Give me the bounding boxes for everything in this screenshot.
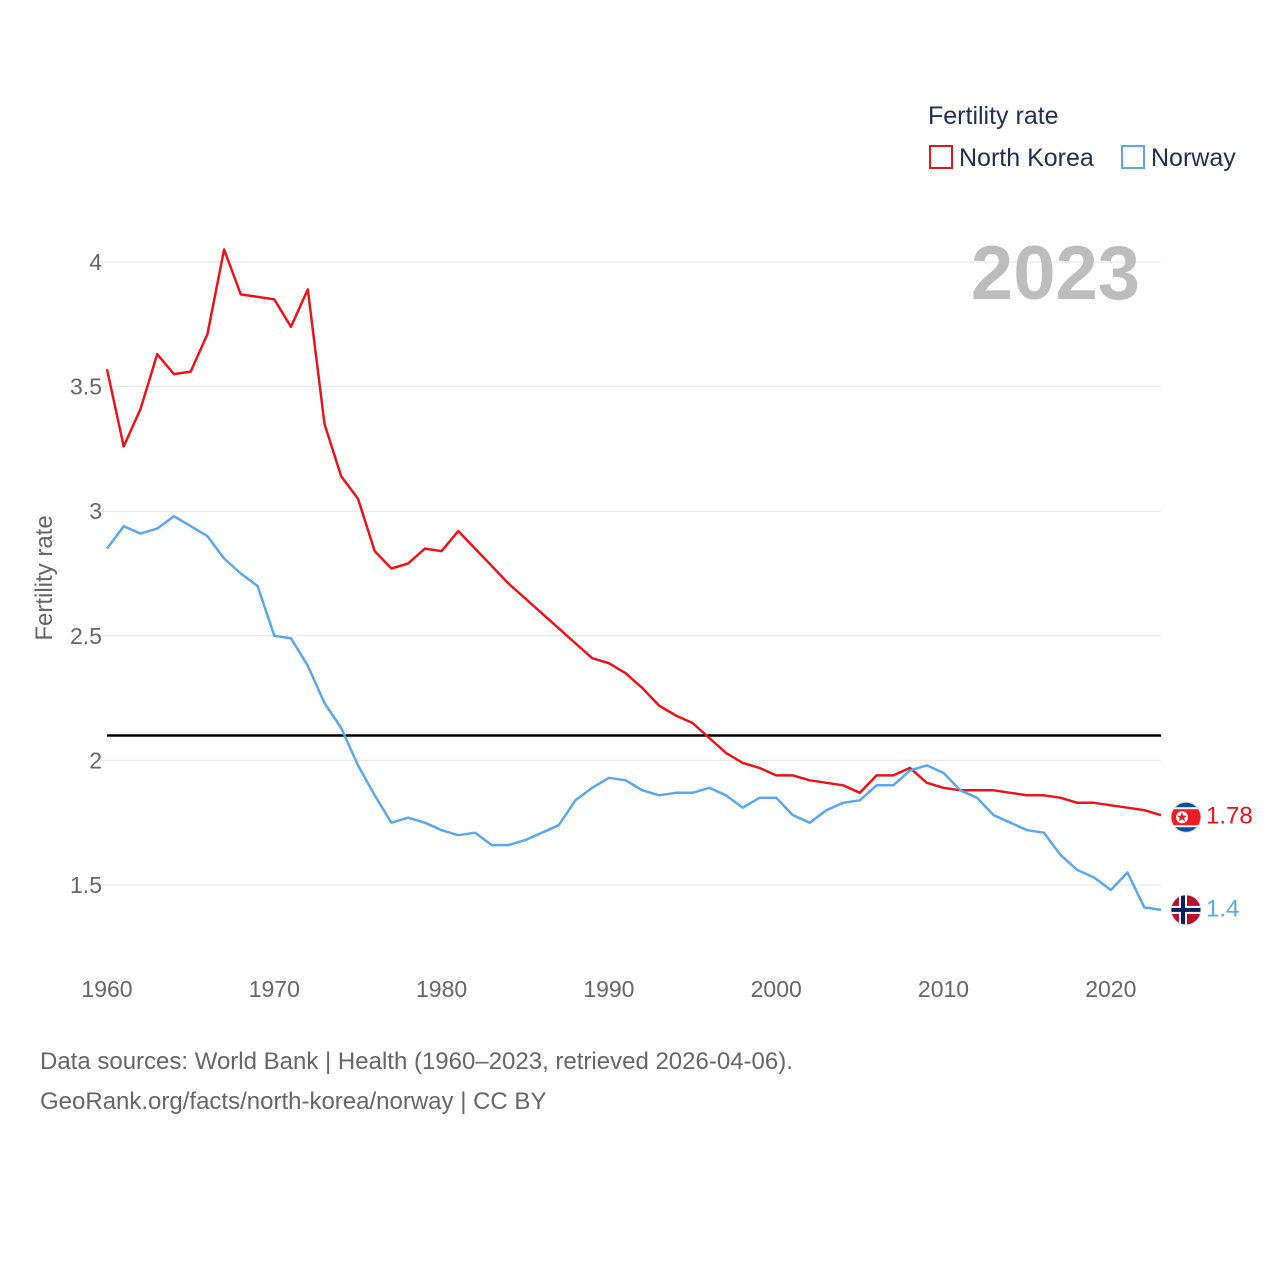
attribution-link[interactable]: GeoRank.org/facts/north-korea/norway | C… [40,1088,547,1115]
data-sources-text: Data sources: World Bank | Health (1960–… [40,1048,793,1075]
y-tick-label: 3 [89,498,102,524]
legend: Fertility rate North Korea Norway [928,102,1236,172]
end-markers: 1.78 1.4 [1170,801,1253,926]
end-value-north-korea: 1.78 [1206,803,1253,830]
x-tick-label: 1960 [81,976,132,1002]
x-tick-label: 1970 [249,976,300,1002]
x-tick-label: 2000 [751,976,802,1002]
y-tick-label: 4 [89,249,102,275]
y-axis-title: Fertility rate [31,515,58,640]
footer: Data sources: World Bank | Health (1960–… [40,1042,793,1122]
y-axis: 1.5 2 2.5 3 3.5 4 [70,249,102,898]
legend-title: Fertility rate [928,102,1059,130]
y-tick-label: 1.5 [70,872,102,898]
series-line-norway[interactable] [105,514,1162,912]
x-tick-label: 2010 [918,976,969,1002]
x-tick-label: 1980 [416,976,467,1002]
north-korea-flag-icon [1170,801,1202,833]
year-watermark: 2023 [971,231,1140,316]
x-tick-label: 2020 [1085,976,1136,1002]
norway-flag-icon [1170,894,1202,926]
legend-label-north-korea[interactable]: North Korea [959,144,1094,172]
x-tick-label: 1990 [583,976,634,1002]
y-tick-label: 2 [89,747,102,773]
legend-swatch-norway[interactable] [1121,145,1145,169]
series-group [105,248,1162,912]
end-value-norway: 1.4 [1206,895,1239,922]
series-line-north-korea[interactable] [105,248,1162,817]
x-axis: 1960 1970 1980 1990 2000 2010 2020 [81,976,1136,1002]
y-tick-label: 2.5 [70,623,102,649]
legend-swatch-north-korea[interactable] [929,145,953,169]
legend-label-norway[interactable]: Norway [1151,144,1236,172]
y-tick-label: 3.5 [70,374,102,400]
